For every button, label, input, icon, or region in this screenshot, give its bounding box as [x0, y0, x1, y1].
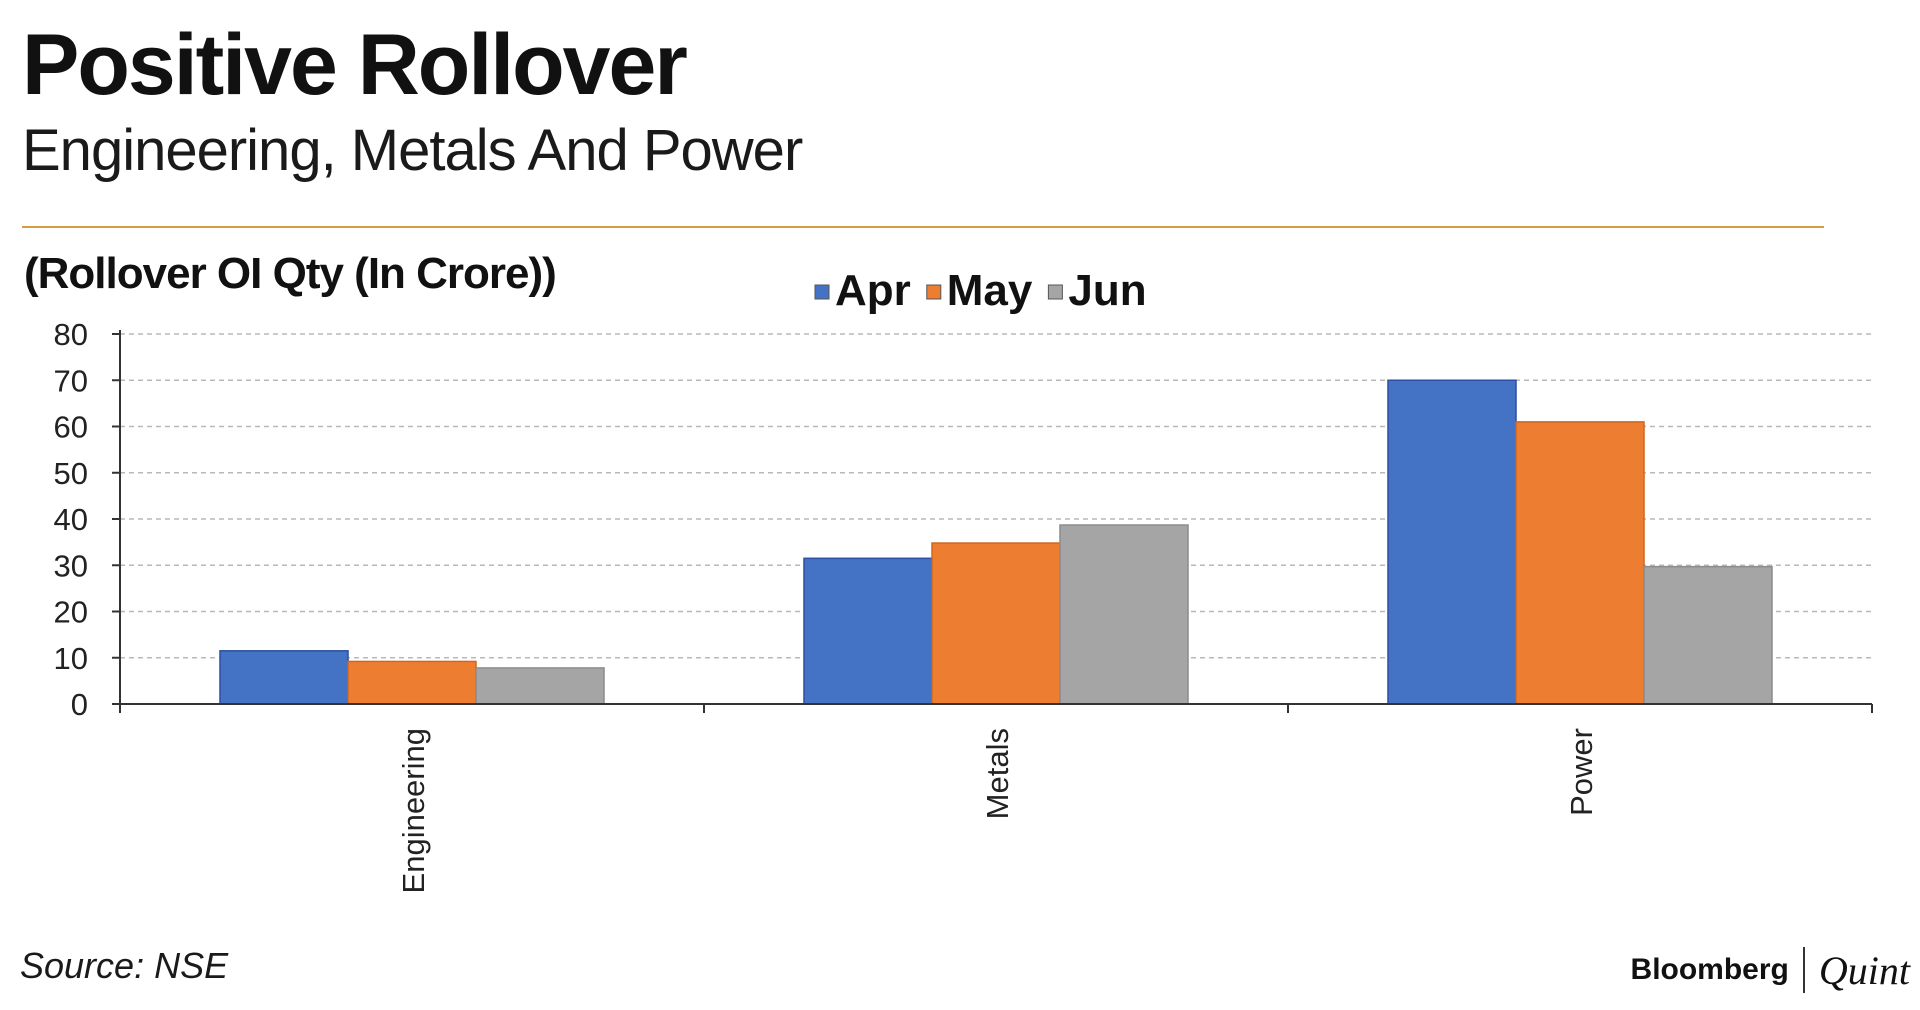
y-tick-label: 20: [54, 595, 88, 630]
brand-logo: Bloomberg Quint: [1631, 946, 1910, 994]
x-category-label: Metals: [980, 728, 1015, 819]
y-tick-label: 30: [54, 548, 88, 583]
bar-apr-metals: [803, 557, 933, 705]
legend-label-may: May: [947, 266, 1033, 315]
legend-swatch-apr: [814, 284, 830, 300]
bar-apr-power: [1387, 379, 1517, 705]
bar-jun-metals: [1059, 524, 1189, 705]
source-note: Source: NSE: [20, 945, 229, 986]
y-tick-label: 10: [54, 641, 88, 676]
y-tick-label: 50: [54, 456, 88, 491]
y-tick-label: 0: [71, 687, 88, 722]
title-divider: [22, 226, 1824, 228]
brand-quint: Quint: [1818, 947, 1910, 993]
bar-may-power: [1515, 421, 1645, 705]
bar-jun-power: [1643, 565, 1773, 705]
brand-bloomberg: Bloomberg: [1630, 953, 1789, 986]
bars: [219, 379, 1773, 705]
bar-may-metals: [931, 542, 1061, 705]
bar-jun-engineering: [475, 667, 605, 705]
x-category-label: Engineering: [396, 728, 431, 893]
legend-swatch-may: [926, 284, 942, 300]
unit-label: (Rollover OI Qty (In Crore)): [24, 249, 557, 298]
bar-apr-engineering: [219, 650, 349, 705]
legend-label-apr: Apr: [835, 266, 911, 315]
x-category-label: Power: [1564, 728, 1599, 816]
legend: Apr May Jun: [814, 266, 1147, 315]
legend-label-jun: Jun: [1068, 266, 1146, 315]
chart-subtitle: Engineering, Metals And Power: [22, 118, 803, 183]
y-tick-label: 40: [54, 502, 88, 537]
chart-title: Positive Rollover: [22, 17, 688, 113]
brand-separator: [1802, 947, 1805, 993]
axes: 0 10 20 30 40 50 60 70 80 Engineering Metals Power: [54, 317, 1873, 893]
bar-may-engineering: [347, 660, 477, 705]
legend-swatch-jun: [1047, 284, 1063, 300]
y-tick-label: 70: [54, 363, 88, 398]
y-tick-label: 60: [54, 410, 88, 445]
y-tick-label: 80: [54, 317, 88, 352]
